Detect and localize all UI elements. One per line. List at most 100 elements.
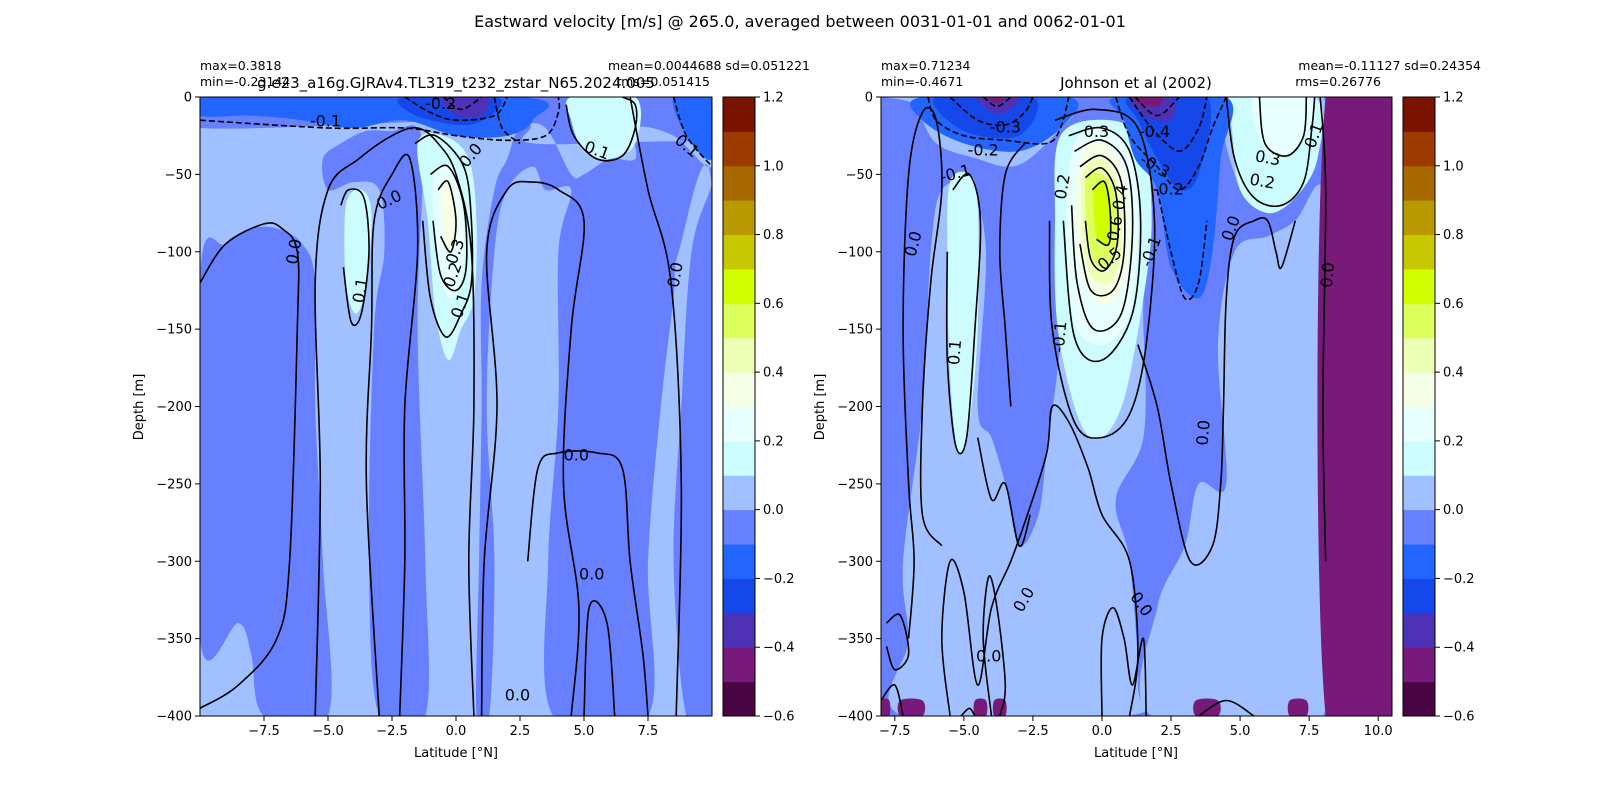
- colorbar-tick-label: −0.6: [1443, 710, 1475, 725]
- contour-label: 0.0: [1317, 261, 1338, 288]
- filled-contour-region: [1139, 184, 1338, 716]
- contour-label: -0.2: [425, 94, 456, 113]
- colorbar-tick-label: 0.4: [1443, 366, 1464, 381]
- contour-line: [960, 707, 976, 716]
- filled-contour-region: [565, 97, 642, 160]
- contour-line-negative: [200, 97, 561, 142]
- contour-line: [1091, 180, 1112, 247]
- filled-contour-region: [985, 97, 1006, 104]
- y-tick-label: −400: [837, 710, 873, 725]
- right-stat-rms: rms=0.26776: [1295, 74, 1381, 89]
- contour-line: [881, 684, 904, 716]
- colorbar-swatch: [723, 509, 755, 545]
- left-stat-max: max=0.3818: [200, 58, 281, 73]
- right-stat-max: max=0.71234: [881, 58, 970, 73]
- y-tick-label: −250: [837, 477, 873, 492]
- contour-label: -0.1: [1049, 320, 1071, 353]
- colorbar-tick-label: 1.0: [763, 159, 784, 174]
- colorbar-swatch: [1403, 97, 1435, 132]
- filled-contour-region: [672, 97, 712, 161]
- left-stat-mean-sd: mean=0.0044688 sd=0.051221: [608, 58, 810, 73]
- colorbar-tick-label: −0.6: [763, 710, 795, 725]
- colorbar-tick-label: −0.2: [1443, 572, 1475, 587]
- colorbar-swatch: [1403, 234, 1435, 270]
- x-tick-label: −5.0: [948, 724, 980, 739]
- colorbar-tick-label: 1.2: [1443, 91, 1464, 106]
- contour-line: [200, 222, 300, 709]
- colorbar-tick-label: 0.6: [1443, 297, 1464, 312]
- contour-label: 0.0: [976, 647, 1001, 666]
- filled-contour-region: [1093, 180, 1111, 246]
- contour-line: [429, 164, 468, 292]
- right-stat-min: min=-0.4671: [881, 74, 963, 89]
- x-tick-label: 5.0: [1230, 724, 1251, 739]
- contour-line-negative: [1128, 97, 1208, 153]
- colorbar-tick-label: 0.4: [763, 366, 784, 381]
- colorbar-swatch: [1403, 612, 1435, 648]
- left-stat-rms: rms=0.051415: [616, 74, 710, 89]
- contour-label: 0.0: [579, 565, 604, 584]
- y-tick-label: −350: [156, 632, 192, 647]
- contour-line: [1048, 108, 1156, 439]
- contour-label: 0.1: [349, 276, 372, 304]
- colorbar-swatch: [1403, 647, 1435, 683]
- left-panel-title: g.e23_a16g.GJRAv4.TL319_t232_zstar_N65.2…: [257, 74, 655, 93]
- colorbar-swatch: [1403, 681, 1435, 717]
- filled-contour-region: [973, 698, 988, 716]
- contour-label: 0.2: [1248, 170, 1276, 193]
- left-y-axis-label: Depth [m]: [132, 374, 147, 441]
- x-tick-label: −5.0: [312, 724, 344, 739]
- colorbar-swatch: [1403, 578, 1435, 614]
- y-tick-label: 0: [865, 91, 873, 106]
- contour-line: [998, 142, 1026, 407]
- contour-line: [480, 180, 586, 716]
- colorbar-swatch: [723, 97, 755, 132]
- contour-line-negative: [493, 97, 521, 145]
- filled-contour-region: [322, 125, 430, 716]
- colorbar-frame: [1402, 96, 1436, 717]
- x-tick-label: −7.5: [248, 724, 280, 739]
- filled-contour-region: [1251, 97, 1315, 160]
- colorbar-tick-label: 0.2: [1443, 434, 1464, 449]
- right-panel-title: Johnson et al (2002): [1059, 74, 1212, 92]
- x-tick-label: 0.0: [1092, 724, 1113, 739]
- x-tick-label: 7.5: [638, 724, 659, 739]
- colorbar-swatch: [723, 544, 755, 579]
- filled-contour-region: [344, 189, 372, 314]
- y-tick-label: −50: [846, 168, 873, 183]
- contour-line: [565, 97, 638, 162]
- right-stat-mean-sd: mean=-0.11127 sd=0.24354: [1298, 58, 1481, 73]
- contour-line: [1062, 126, 1142, 363]
- contour-label: 0.6: [1103, 214, 1126, 242]
- colorbar-swatch: [723, 131, 755, 167]
- colorbar: −0.6 −0.4 −0.2 0.0 0.2 0.4 0.6 0.8 1.0 1.2: [1402, 91, 1475, 725]
- contour-line: [1079, 154, 1126, 297]
- contour-line: [437, 180, 457, 253]
- right-panel: max=0.71234 min=-0.4671 mean=-0.11127 sd…: [813, 58, 1481, 761]
- contour-line-negative: [672, 97, 712, 168]
- colorbar: −0.6 −0.4 −0.2 0.0 0.2 0.4 0.6 0.8 1.0 1.2: [722, 91, 795, 725]
- colorbar-tick-label: 1.0: [1443, 159, 1464, 174]
- y-tick-label: −150: [156, 323, 192, 338]
- contour-line: [982, 575, 1007, 716]
- colorbar-tick-label: 0.0: [1443, 503, 1464, 518]
- x-tick-label: −2.5: [376, 724, 408, 739]
- contour-label: -0.1: [310, 111, 341, 130]
- colorbar-swatch: [1403, 165, 1435, 201]
- filled-contour-region: [1287, 698, 1309, 716]
- x-tick-label: 10.0: [1364, 724, 1393, 739]
- x-tick-label: 2.5: [510, 724, 531, 739]
- contour-line: [1258, 97, 1308, 157]
- filled-contour-region: [200, 97, 712, 716]
- colorbar-tick-label: −0.4: [763, 641, 795, 656]
- colorbar-swatch: [723, 372, 755, 407]
- y-tick-label: −200: [837, 400, 873, 415]
- colorbar-tick-label: 0.2: [763, 434, 784, 449]
- colorbar-swatch: [723, 406, 755, 442]
- contour-line: [945, 172, 982, 455]
- y-tick-label: −100: [156, 245, 192, 260]
- colorbar-swatch: [723, 647, 755, 683]
- x-tick-label: −7.5: [879, 724, 911, 739]
- y-tick-label: −200: [156, 400, 192, 415]
- filled-contour-region: [921, 553, 1061, 716]
